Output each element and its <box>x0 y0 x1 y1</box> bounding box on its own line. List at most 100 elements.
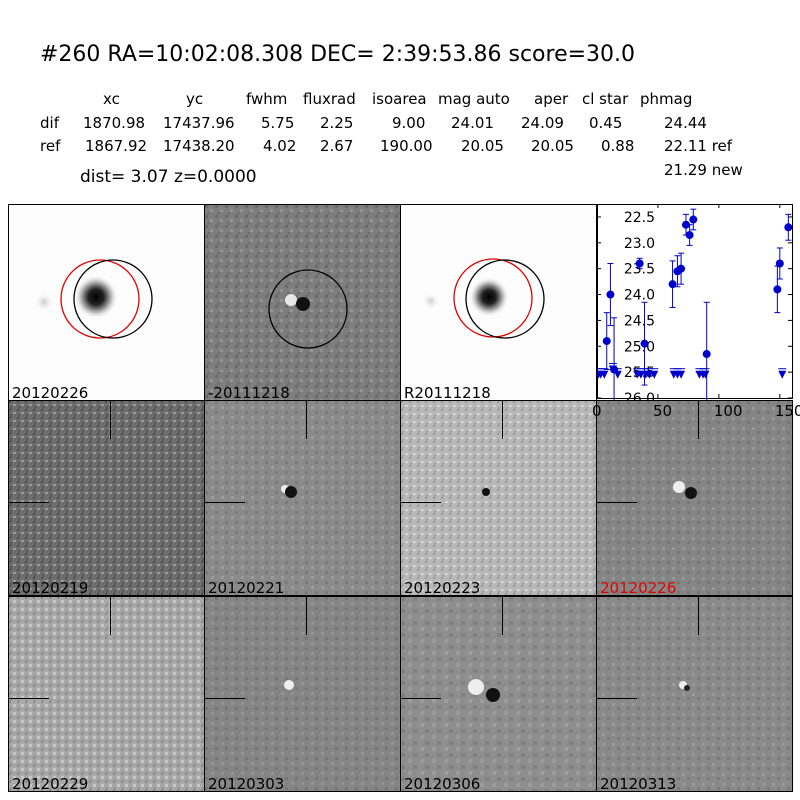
data-point <box>677 264 686 273</box>
data-point <box>775 259 784 268</box>
cell: 4.02 <box>263 137 297 155</box>
crosshair-h <box>205 698 245 699</box>
cell: 0.45 <box>589 114 623 132</box>
crosshair-h <box>9 698 49 699</box>
crosshair-v <box>502 597 503 635</box>
limit-marker <box>613 370 622 379</box>
stamp-panel: 20120306 <box>400 596 597 792</box>
dist-z-readout: dist= 3.07 z=0.0000 <box>80 167 257 187</box>
stamp-panel: 20120313 <box>596 596 793 792</box>
col-cl-star: cl star <box>582 90 629 108</box>
y-tick-label: 24.0 <box>624 288 655 304</box>
data-point <box>773 285 782 294</box>
cell: 24.01 <box>451 114 494 132</box>
limit-marker <box>600 370 609 379</box>
col-isoarea: isoarea <box>372 90 427 108</box>
stamp-panel-current: 20120226 <box>596 400 793 596</box>
col-xc: xc <box>103 90 120 108</box>
red-circle <box>60 259 140 339</box>
y-tick-label: 23.5 <box>624 262 655 278</box>
data-point <box>635 259 644 268</box>
crosshair-h <box>401 502 441 503</box>
cell: 24.09 <box>521 114 564 132</box>
crosshair-h <box>597 502 637 503</box>
plot-frame <box>597 204 793 399</box>
crosshair-v <box>306 401 307 439</box>
cell: 5.75 <box>261 114 295 132</box>
col-fwhm: fwhm <box>246 90 288 108</box>
reference-image-panel: R20111218 <box>400 204 597 401</box>
candidate-title: #260 RA=10:02:08.308 DEC= 2:39:53.86 sco… <box>40 42 636 67</box>
stamp-panel: 20120303 <box>204 596 401 792</box>
panel-date-label: 20120226 <box>12 384 89 401</box>
cell: 17437.96 <box>163 114 235 132</box>
stamp-panel: 20120229 <box>8 596 205 792</box>
x-tick-label: 0 <box>592 402 602 420</box>
black-circle <box>73 259 153 339</box>
x-tick-label: 50 <box>652 402 673 420</box>
panel-date-label: 20120226 <box>600 579 677 596</box>
crosshair-v <box>698 597 699 635</box>
galaxy-blob <box>74 275 118 319</box>
crosshair-v <box>502 401 503 439</box>
x-tick-label: 150 <box>774 402 800 420</box>
cell: 0.88 <box>601 137 635 155</box>
cell: 1870.98 <box>83 114 146 132</box>
new-phmag: 21.29 new <box>664 161 743 179</box>
crosshair-h <box>205 502 245 503</box>
y-tick-label: 22.5 <box>624 210 655 226</box>
panel-date-label: 20120306 <box>404 775 481 792</box>
col-yc: yc <box>186 90 204 108</box>
data-point <box>668 280 677 289</box>
stamp-panel: 20120223 <box>400 400 597 596</box>
panel-date-label: 20120223 <box>404 579 481 596</box>
data-point <box>685 231 694 240</box>
y-tick-label: 24.5 <box>624 313 655 329</box>
cell: 17438.20 <box>163 137 235 155</box>
light-curve-chart: 22.523.023.524.024.525.025.526.0 <box>594 204 793 422</box>
cell: 190.00 <box>380 137 433 155</box>
cell: 9.00 <box>392 114 426 132</box>
limit-marker <box>701 370 710 379</box>
crosshair-h <box>9 502 49 503</box>
crosshair-v <box>110 401 111 439</box>
science-image-panel: 20120226 <box>8 204 205 401</box>
limit-marker <box>778 370 787 379</box>
panel-date-label: 20120221 <box>208 579 285 596</box>
cell: 2.67 <box>320 137 354 155</box>
cell: 20.05 <box>531 137 574 155</box>
crosshair-h <box>597 698 637 699</box>
cell: 20.05 <box>461 137 504 155</box>
data-point <box>689 215 698 224</box>
cell: 22.11 ref <box>664 137 733 155</box>
stamp-panel: 20120219 <box>8 400 205 596</box>
data-point <box>640 339 649 348</box>
panel-date-label: 20120219 <box>12 579 89 596</box>
crosshair-v <box>698 401 699 439</box>
difference-image-panel: -20111218 <box>204 204 401 401</box>
panel-date-label: -20111218 <box>208 384 290 401</box>
crosshair-v <box>110 597 111 635</box>
y-tick-label: 26.0 <box>624 391 655 400</box>
stamp-panel: 20120221 <box>204 400 401 596</box>
data-point <box>602 337 611 346</box>
panel-date-label: 20120229 <box>12 775 89 792</box>
col-mag-auto: mag auto <box>438 90 510 108</box>
limit-marker <box>650 370 659 379</box>
data-point <box>702 350 711 359</box>
y-tick-label: 23.0 <box>624 236 655 252</box>
crosshair-h <box>401 698 441 699</box>
limit-marker <box>677 370 686 379</box>
crosshair-v <box>306 597 307 635</box>
data-point <box>606 290 615 299</box>
cell: 2.25 <box>320 114 354 132</box>
panel-date-label: 20120313 <box>600 775 677 792</box>
cell: 1867.92 <box>85 137 148 155</box>
col-fluxrad: fluxrad <box>303 90 356 108</box>
col-aper: aper <box>534 90 569 108</box>
faint-source <box>34 292 54 312</box>
y-tick-label: 25.0 <box>624 339 655 355</box>
limit-marker <box>608 365 617 374</box>
col-phmag: phmag <box>640 90 693 108</box>
x-tick-label: 100 <box>713 402 743 420</box>
